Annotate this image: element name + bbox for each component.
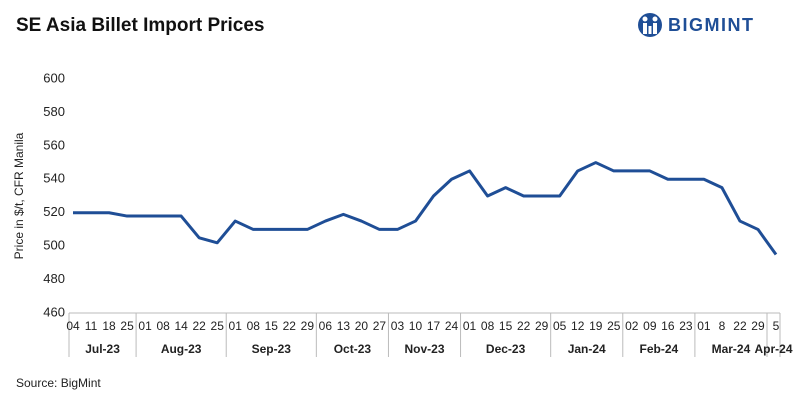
x-tick-label: 16: [661, 319, 675, 333]
x-tick-label: 11: [85, 319, 98, 333]
x-tick-label: 24: [445, 319, 459, 333]
x-tick-label: 25: [211, 319, 225, 333]
x-tick-label: 18: [102, 319, 116, 333]
month-label: Feb-24: [639, 342, 678, 356]
x-tick-label: 02: [625, 319, 639, 333]
x-tick-label: 10: [409, 319, 423, 333]
x-tick-label: 01: [229, 319, 243, 333]
y-tick-label: 520: [43, 204, 65, 219]
x-tick-label: 08: [156, 319, 170, 333]
x-tick-label: 17: [427, 319, 441, 333]
y-tick-label: 500: [43, 238, 65, 253]
logo-icon: [638, 13, 662, 37]
x-tick-label: 5: [773, 319, 780, 333]
x-tick-label: 22: [517, 319, 531, 333]
x-tick-label: 05: [553, 319, 567, 333]
x-tick-label: 29: [535, 319, 549, 333]
month-label: Apr-24: [754, 342, 792, 356]
month-label: Nov-23: [404, 342, 444, 356]
x-tick-label: 08: [481, 319, 495, 333]
x-tick-label: 22: [283, 319, 297, 333]
month-label: Sep-23: [252, 342, 292, 356]
y-tick-label: 480: [43, 271, 65, 286]
month-label: Mar-24: [712, 342, 751, 356]
month-label: Jan-24: [568, 342, 606, 356]
x-tick-label: 23: [679, 319, 693, 333]
x-tick-label: 14: [174, 319, 188, 333]
x-tick-label: 15: [265, 319, 279, 333]
month-label: Oct-23: [334, 342, 372, 356]
logo-text: BIGMINT: [668, 15, 755, 35]
x-tick-label: 22: [192, 319, 206, 333]
x-tick-label: 25: [607, 319, 621, 333]
x-tick-label: 01: [138, 319, 152, 333]
x-tick-label: 15: [499, 319, 513, 333]
x-tick-label: 8: [719, 319, 726, 333]
x-tick-label: 29: [751, 319, 765, 333]
month-label: Aug-23: [161, 342, 202, 356]
x-tick-label: 01: [697, 319, 711, 333]
price-line: [73, 161, 778, 256]
x-tick-label: 19: [589, 319, 603, 333]
y-tick-label: 600: [43, 70, 65, 85]
y-tick-label: 540: [43, 171, 65, 186]
x-tick-label: 27: [373, 319, 387, 333]
x-tick-label: 25: [120, 319, 134, 333]
x-tick-label: 12: [571, 319, 585, 333]
x-tick-label: 13: [337, 319, 351, 333]
y-axis-title: Price in $/t, CFR Manila: [12, 132, 26, 259]
x-tick-label: 08: [247, 319, 261, 333]
x-tick-label: 06: [319, 319, 333, 333]
x-tick-label: 01: [463, 319, 477, 333]
x-tick-label: 22: [733, 319, 747, 333]
month-label: Jul-23: [85, 342, 120, 356]
x-tick-label: 09: [643, 319, 657, 333]
source: Source: BigMint: [16, 376, 101, 390]
chart-title: SE Asia Billet Import Prices: [16, 15, 265, 36]
y-tick-label: 460: [43, 304, 65, 319]
x-tick-label: 04: [66, 319, 80, 333]
x-tick-label: 20: [355, 319, 369, 333]
x-tick-label: 03: [391, 319, 405, 333]
y-tick-label: 580: [43, 104, 65, 119]
x-tick-label: 29: [301, 319, 315, 333]
month-label: Dec-23: [486, 342, 526, 356]
y-tick-label: 560: [43, 137, 65, 152]
